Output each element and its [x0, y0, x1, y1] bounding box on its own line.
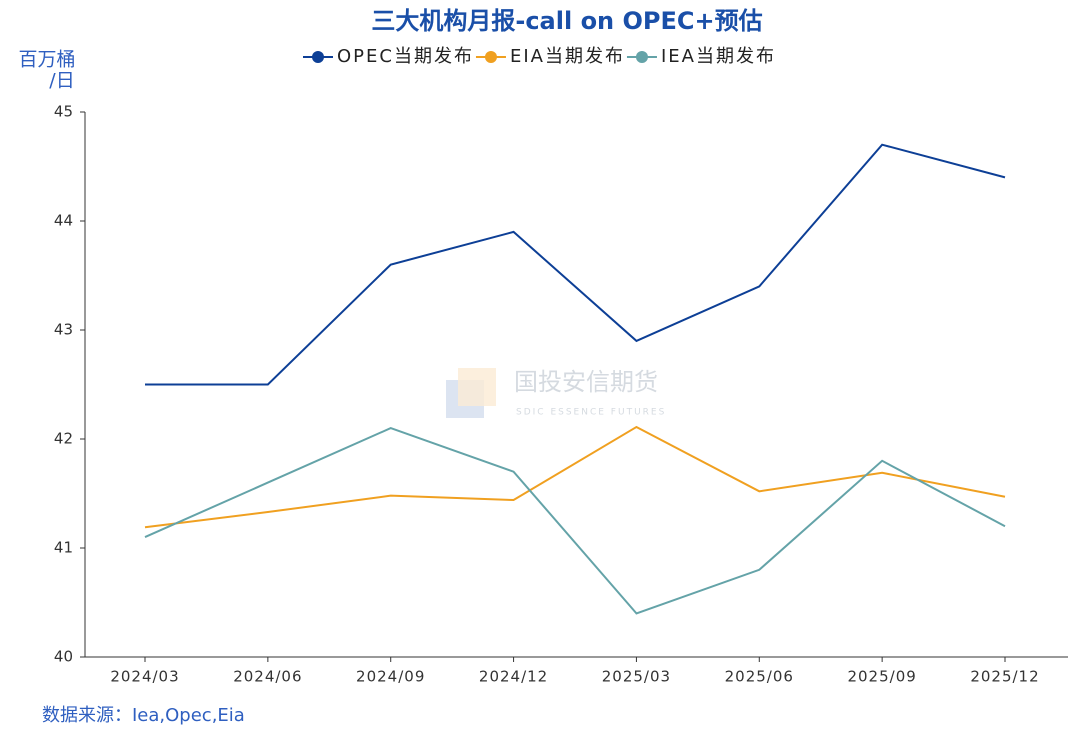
x-tick-label: 2025/03 — [602, 668, 671, 686]
watermark-text: 国投安信期货 — [514, 368, 658, 396]
chart-title: 三大机构月报-call on OPEC+预估 — [371, 7, 762, 35]
y-axis-label: /日 — [49, 70, 74, 92]
series-line — [144, 425, 1006, 529]
series-line — [144, 427, 1006, 615]
x-tick-label: 2025/12 — [970, 668, 1039, 686]
x-tick-label: 2025/06 — [725, 668, 794, 686]
x-tick-label: 2024/06 — [233, 668, 302, 686]
legend-marker — [484, 51, 497, 63]
y-tick-label: 41 — [54, 539, 73, 557]
watermark-logo — [446, 380, 484, 418]
legend-label: OPEC当期发布 — [337, 46, 474, 67]
legend-marker — [635, 51, 648, 63]
x-tick-label: 2024/09 — [356, 668, 425, 686]
y-tick-label: 40 — [54, 648, 73, 666]
watermark-logo — [458, 368, 496, 406]
legend-label: IEA当期发布 — [661, 46, 776, 67]
y-tick-label: 44 — [54, 212, 73, 230]
watermark-subtext: SDIC ESSENCE FUTURES — [516, 408, 666, 418]
source-note: 数据来源：Iea,Opec,Eia — [42, 705, 245, 726]
y-tick-label: 43 — [54, 321, 73, 339]
legend: OPEC当期发布 EIA当期发布 IEA当期发布 — [303, 46, 776, 67]
legend-marker — [312, 51, 324, 63]
x-tick-label: 2025/09 — [847, 668, 916, 686]
y-tick-label: 45 — [54, 103, 73, 121]
x-tick-label: 2024/12 — [479, 668, 548, 686]
y-axis-label: 百万桶 — [18, 49, 75, 71]
legend-label: EIA当期发布 — [510, 46, 625, 67]
series-line — [145, 143, 1006, 386]
y-tick-label: 42 — [54, 430, 73, 448]
x-tick-label: 2024/03 — [110, 668, 179, 686]
watermark: 国投安信期货 SDIC ESSENCE FUTURES — [446, 368, 666, 418]
